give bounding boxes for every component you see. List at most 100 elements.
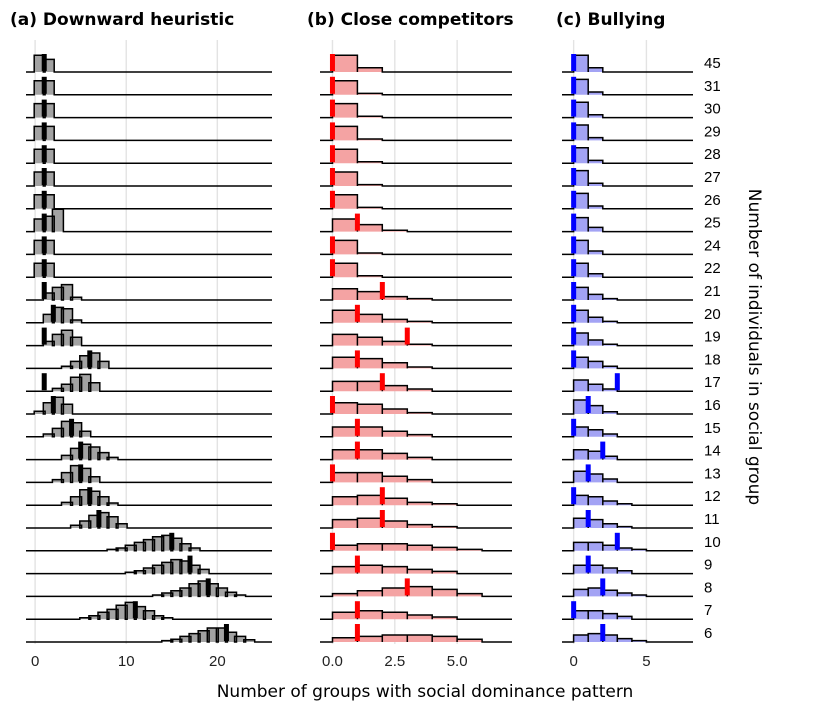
observed-marker-22: [41, 259, 47, 277]
observed-marker-7: [132, 601, 138, 619]
ridge-outline-6: [26, 627, 272, 643]
group-size-label: 7: [704, 602, 712, 619]
observed-marker-29: [571, 122, 577, 140]
ridge-density-21: [562, 287, 693, 300]
ridge-density-16: [320, 402, 512, 414]
observed-marker-21: [41, 282, 47, 299]
panel-close-competitors: 0.0 2.5 5.0 (b) Close competitors: [307, 10, 514, 670]
ridge-outline-9: [320, 564, 512, 575]
x-axis-title: Number of groups with social dominance p…: [217, 682, 634, 702]
observed-marker-26: [571, 190, 577, 208]
ridge-outline-15: [320, 426, 512, 438]
ridge-density-17: [26, 374, 272, 392]
ridge-outline-12: [26, 489, 272, 506]
observed-marker-21: [379, 282, 385, 299]
observed-marker-45: [41, 54, 47, 71]
ridge-outline-16: [320, 402, 512, 415]
ridge-density-31: [562, 79, 693, 95]
ridge-density-6: [562, 633, 693, 642]
ridge-outline-27: [26, 171, 272, 187]
ridge-density-11: [562, 518, 693, 528]
ridge-density-24: [26, 240, 272, 255]
ridge-density-15: [562, 427, 693, 437]
ridge-outline-12: [320, 494, 512, 506]
ridge-outline-11: [562, 517, 693, 529]
observed-marker-9: [585, 555, 591, 573]
observed-marker-25: [354, 213, 360, 231]
group-size-label: 30: [704, 101, 721, 118]
ridge-outline-31: [26, 80, 272, 96]
ridge-outline-14: [562, 449, 693, 461]
ridge-density-22: [26, 263, 272, 278]
panel-title: (a) Downward heuristic: [10, 10, 234, 30]
ridge-outline-21: [26, 283, 272, 301]
observed-marker-29: [41, 122, 47, 140]
observed-marker-24: [329, 236, 335, 254]
observed-marker-26: [41, 190, 47, 208]
ridge-density-28: [26, 149, 272, 164]
group-size-label: 24: [704, 237, 721, 254]
observed-marker-20: [50, 304, 56, 322]
ridge-outline-25: [320, 218, 512, 233]
ridge-density-29: [320, 126, 512, 141]
ridge-density-27: [26, 172, 272, 186]
group-size-label: 31: [704, 78, 721, 95]
ridge-outline-24: [26, 239, 272, 256]
ridge-outline-18: [26, 352, 272, 370]
group-size-label: 10: [704, 534, 721, 551]
ridge-density-27: [320, 172, 512, 186]
group-size-label: 12: [704, 488, 721, 505]
observed-marker-14: [600, 441, 606, 459]
ridge-density-14: [320, 449, 512, 460]
ridges: [562, 54, 693, 643]
ridge-outline-7: [320, 610, 512, 620]
ridge-density-25: [320, 219, 512, 232]
ridge-density-13: [562, 471, 693, 483]
ridge-density-30: [562, 102, 693, 118]
ridge-density-25: [26, 209, 272, 232]
observed-marker-22: [571, 259, 577, 277]
ridge-outline-18: [320, 356, 512, 370]
observed-marker-16: [329, 396, 335, 413]
ridge-outline-21: [320, 288, 512, 301]
ridge-density-10: [320, 543, 512, 551]
observed-marker-31: [329, 76, 335, 94]
observed-marker-45: [329, 54, 335, 71]
ridge-density-25: [562, 217, 693, 232]
observed-marker-6: [354, 624, 360, 641]
observed-marker-30: [571, 99, 577, 117]
ridge-density-18: [562, 357, 693, 369]
observed-marker-11: [585, 510, 591, 527]
ridge-density-21: [26, 284, 272, 300]
ridge-density-10: [562, 542, 693, 551]
observed-marker-13: [585, 464, 591, 482]
observed-marker-19: [404, 327, 410, 345]
ridge-density-12: [320, 495, 512, 506]
observed-marker-15: [571, 418, 577, 436]
observed-marker-18: [354, 350, 360, 368]
observed-marker-12: [379, 487, 385, 505]
observed-marker-19: [571, 327, 577, 345]
ridge-density-11: [26, 512, 272, 528]
observed-marker-25: [41, 213, 47, 231]
observed-marker-15: [69, 418, 75, 436]
observed-marker-27: [329, 168, 335, 185]
ridge-outline-7: [562, 610, 693, 620]
ridge-outline-16: [562, 399, 693, 415]
observed-marker-11: [96, 510, 102, 527]
ridge-outline-10: [562, 541, 693, 552]
observed-marker-20: [571, 304, 577, 322]
ridge-outline-28: [26, 148, 272, 164]
group-size-label: 13: [704, 465, 721, 482]
ridge-density-13: [320, 472, 512, 483]
observed-marker-13: [78, 464, 84, 482]
observed-marker-9: [187, 555, 193, 573]
observed-marker-22: [329, 259, 335, 277]
panel-title: (c) Bullying: [556, 10, 665, 30]
group-size-label: 8: [704, 579, 712, 596]
ridge-outline-14: [26, 443, 272, 461]
ridge-outline-17: [26, 373, 272, 392]
group-size-label: 21: [704, 283, 721, 300]
y-axis-title: Number of individuals in social group: [744, 189, 764, 505]
